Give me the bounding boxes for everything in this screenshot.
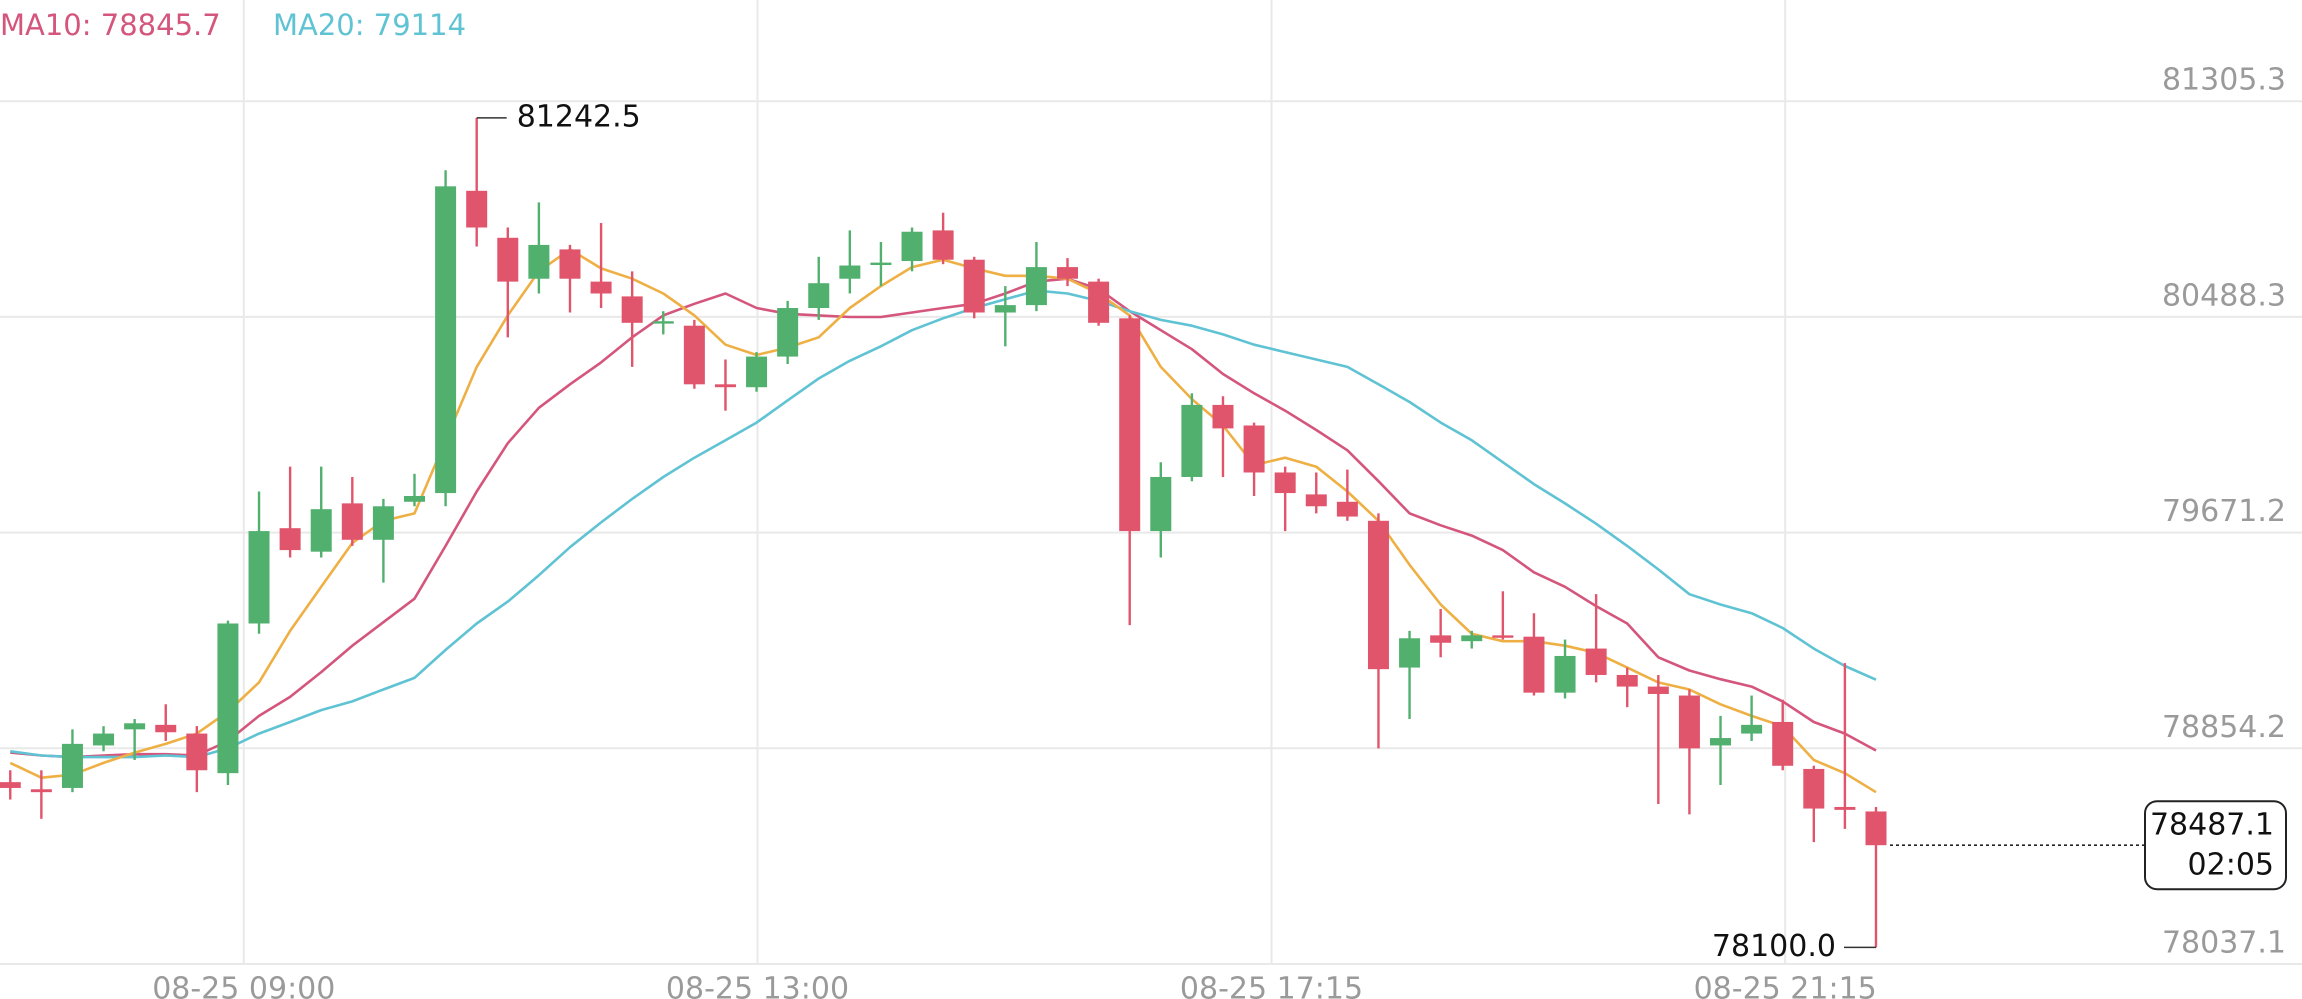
candles <box>0 117 1887 948</box>
candle-body <box>1585 648 1607 675</box>
candle-body <box>1616 674 1638 687</box>
legend-name: MA20 <box>273 8 355 42</box>
candle-body <box>590 281 612 294</box>
candle-body <box>1181 404 1203 477</box>
candle-body <box>1274 472 1296 494</box>
legend-value: 78845.7 <box>101 8 221 42</box>
candle-body <box>1430 635 1452 643</box>
candle-body <box>466 190 488 228</box>
candle-body <box>1834 806 1856 810</box>
price-label: 78487.1 <box>2150 808 2274 843</box>
candle-body <box>1865 811 1887 846</box>
candle-body <box>1461 635 1483 642</box>
candle-body <box>186 733 208 771</box>
legend-entry: MA20: 79114 <box>273 8 466 42</box>
legend-entry: MA10: 78845.7 <box>0 8 221 42</box>
candle-body <box>1647 686 1669 694</box>
y-tick-label: 81305.3 <box>2162 63 2286 98</box>
x-tick-label: 08-25 13:00 <box>666 972 849 999</box>
candle-body <box>279 528 301 551</box>
candle-body <box>839 265 861 279</box>
labels: 81305.3 80488.3 79671.2 78854.2 78037.1 08-25… <box>0 8 2287 999</box>
y-tick-label: 78854.2 <box>2162 710 2286 745</box>
candle-body <box>901 231 923 262</box>
y-tick-label: 79671.2 <box>2162 494 2286 529</box>
candle-body <box>30 789 52 793</box>
candle-body <box>777 308 799 357</box>
candle-body <box>746 356 768 388</box>
legend-value: 79114 <box>374 8 466 42</box>
countdown-label: 02:05 <box>2188 848 2274 883</box>
candle-body <box>404 495 426 502</box>
candle-body <box>528 244 550 279</box>
candle-body <box>217 623 239 774</box>
candle-body <box>1088 281 1110 323</box>
candle-body <box>155 724 177 733</box>
candle-body <box>1057 267 1079 279</box>
candle-body <box>1305 494 1327 507</box>
x-tick-label: 08-25 09:00 <box>152 972 335 999</box>
candle-body <box>683 325 705 385</box>
candle-body <box>932 230 954 260</box>
candle-body <box>1492 635 1514 638</box>
candle-body <box>435 186 457 494</box>
candle-body <box>994 305 1016 313</box>
candle-body <box>372 506 394 540</box>
candle-body <box>559 249 581 279</box>
candle-body <box>93 733 115 746</box>
candle-body <box>1212 404 1234 429</box>
x-tick-label: 08-25 17:15 <box>1180 972 1363 999</box>
candle-body <box>808 283 830 309</box>
candle-body <box>1523 636 1545 693</box>
legend-sep: : <box>82 8 101 42</box>
candle-body <box>1025 267 1047 306</box>
legend-name: MA10 <box>0 8 82 42</box>
candle-body <box>963 259 985 313</box>
candle-body <box>61 743 83 788</box>
candle-body <box>310 509 332 552</box>
candle-body <box>1678 695 1700 749</box>
candle-body <box>1119 318 1141 532</box>
candle-body <box>1243 425 1265 473</box>
y-tick-label: 78037.1 <box>2162 926 2286 961</box>
candle-body <box>714 384 736 388</box>
candle-body <box>248 531 270 624</box>
candle-body <box>124 723 146 730</box>
candle-body <box>1336 501 1358 517</box>
candle-body <box>652 321 674 324</box>
candle-body <box>1554 655 1576 693</box>
candle-body <box>1803 768 1825 809</box>
min-label: 78100.0 <box>1712 929 1836 964</box>
x-tick-label: 08-25 21:15 <box>1694 972 1877 999</box>
ma-line <box>10 289 1877 759</box>
candle-body <box>1150 476 1172 532</box>
y-tick-label: 80488.3 <box>2162 278 2286 313</box>
candle-body <box>1710 738 1732 746</box>
ma-line <box>10 277 1877 759</box>
candle-body <box>621 296 643 323</box>
candle-body <box>1772 721 1794 766</box>
candle-body <box>1367 520 1389 670</box>
candle-body <box>1399 638 1421 668</box>
price-box <box>2144 800 2287 891</box>
legend-sep: : <box>355 8 374 42</box>
candle-body <box>497 237 519 282</box>
max-label: 81242.5 <box>517 99 641 134</box>
candle-body <box>341 503 363 540</box>
candle-body <box>1741 724 1763 734</box>
candle-body <box>870 262 892 266</box>
candle-body <box>0 782 21 788</box>
